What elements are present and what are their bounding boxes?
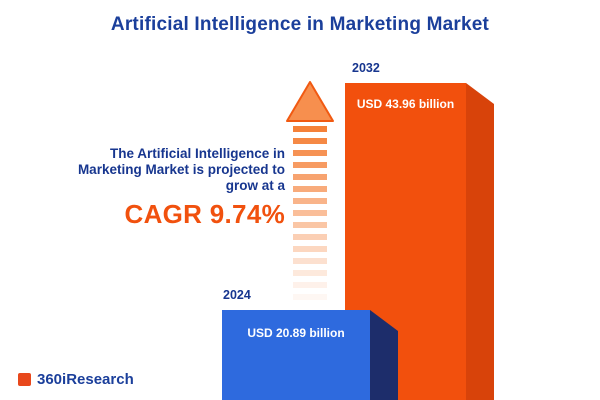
cagr-value: CAGR 9.74% <box>124 199 285 229</box>
annotation-line-2: Marketing Market is projected to <box>77 162 285 177</box>
growth-arrow-head-icon <box>286 81 334 122</box>
annotation-line-3: grow at a <box>225 178 285 193</box>
growth-arrow-shaft <box>293 126 327 300</box>
chart-title: Artificial Intelligence in Marketing Mar… <box>110 14 490 35</box>
bar-2024-side <box>370 310 398 400</box>
bar-2032-side <box>466 83 494 400</box>
logo: 360iResearch <box>18 371 134 388</box>
bar-2024-front <box>222 310 370 400</box>
logo-text: 360iResearch <box>37 371 134 388</box>
label-value-2024: USD 20.89 billion <box>247 326 345 340</box>
label-year-2032: 2032 <box>352 61 380 75</box>
annotation-text: The Artificial Intelligence in Marketing… <box>25 146 285 194</box>
label-year-2024: 2024 <box>223 288 251 302</box>
label-value-2032: USD 43.96 billion <box>356 97 455 111</box>
annotation-line-1: The Artificial Intelligence in <box>109 146 285 161</box>
logo-mark-icon <box>18 373 31 386</box>
